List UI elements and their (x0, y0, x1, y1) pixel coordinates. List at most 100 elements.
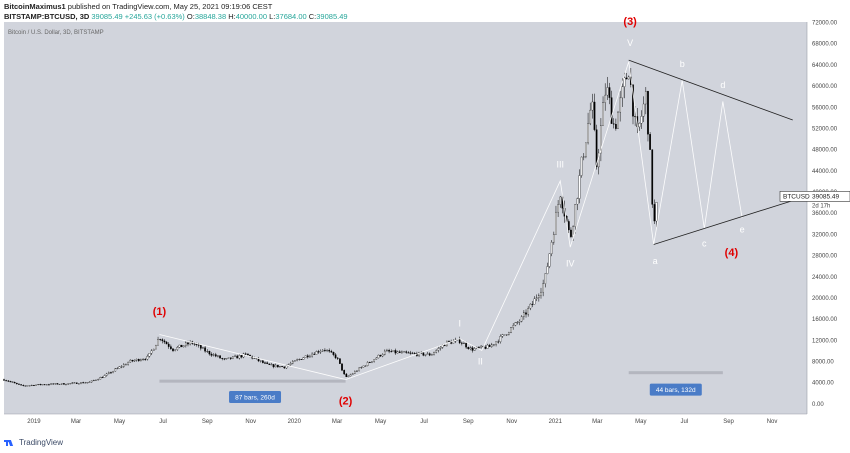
candle-body-165 (356, 370, 358, 372)
candle-body-251 (540, 291, 542, 296)
candle-body-301 (647, 91, 649, 135)
x-tick-label: May (375, 419, 386, 425)
candle-body-256 (550, 241, 553, 254)
y-tick-label: 24000.00 (812, 275, 838, 281)
candle-body-274 (589, 109, 592, 124)
candle-body-201 (433, 352, 435, 355)
x-tick-label: Sep (463, 419, 474, 425)
wave-label: (4) (725, 247, 739, 259)
x-tick-label: Nov (245, 419, 256, 425)
candle-body-83 (180, 344, 183, 348)
candle-body-0 (3, 379, 5, 381)
author-name[interactable]: BitcoinMaximus1 (4, 2, 66, 11)
candle-body-180 (388, 350, 390, 352)
symbol-label: BITSTAMP:BTCUSD, 3D (4, 12, 90, 21)
candle-body-254 (546, 266, 549, 274)
high-value: 40000.00 (235, 12, 268, 21)
candle-body-144 (311, 353, 313, 357)
candle-body-81 (176, 347, 179, 350)
candle-body-185 (398, 351, 401, 353)
candle-body-168 (362, 365, 365, 368)
candle-body-279 (600, 125, 602, 154)
candle-body-26 (58, 384, 61, 385)
candle-body-181 (390, 351, 393, 353)
price-tag-box (779, 191, 850, 202)
date-range-label-1: 44 bars, 132d (656, 387, 696, 394)
subwave-label: d (720, 80, 725, 90)
candle-body-223 (480, 345, 482, 348)
candle-body-12 (28, 385, 31, 387)
candle-body-281 (604, 94, 607, 103)
candle-body-246 (529, 303, 532, 309)
candle-body-162 (349, 374, 352, 377)
candle-body-65 (142, 359, 144, 361)
date-range-label-box-0 (229, 391, 282, 404)
footer-brand[interactable]: TradingView (19, 438, 64, 447)
candle-body-18 (41, 384, 44, 386)
candle-body-62 (135, 358, 138, 361)
candle-body-132 (285, 365, 288, 369)
candle-body-3 (9, 381, 12, 383)
y-tick-label: 52000.00 (812, 126, 838, 132)
candle-body-291 (625, 77, 628, 80)
candle-body-249 (535, 297, 538, 299)
candle-body-276 (593, 101, 596, 130)
candle-body-55 (120, 366, 123, 368)
candle-body-252 (542, 283, 544, 293)
candle-body-52 (114, 368, 117, 372)
candle-body-90 (195, 344, 198, 346)
low-label: L: (269, 12, 276, 21)
candle-body-131 (283, 366, 286, 369)
candle-body-273 (587, 123, 589, 144)
candle-body-292 (627, 76, 630, 80)
candle-body-160 (345, 373, 348, 377)
candle-body-238 (512, 325, 515, 328)
symbol-line: BITSTAMP:BTCUSD, 3D 39085.49 +245.63 (+0… (4, 12, 348, 21)
candle-body-27 (60, 383, 63, 385)
price-tag-value: 39085.49 (812, 194, 839, 201)
candle-body-31 (69, 383, 72, 385)
open-label: O: (186, 12, 195, 21)
footer: TradingView (4, 438, 63, 447)
candle-body-192 (413, 353, 416, 354)
x-tick-label: 2019 (27, 419, 41, 425)
candle-body-17 (39, 384, 42, 385)
y-tick-label: 60000.00 (812, 84, 838, 90)
candle-body-9 (22, 384, 25, 386)
candle-body-142 (306, 355, 309, 358)
candle-body-68 (148, 353, 151, 357)
y-tick-label: 12000.00 (812, 338, 838, 344)
chart-title: Bitcoin / U.S. Dollar, 3D, BITSTAMP (8, 30, 104, 36)
candle-body-242 (520, 316, 523, 322)
subwave-label: III (556, 160, 564, 170)
x-tick-label: May (114, 419, 125, 425)
candle-body-182 (392, 350, 395, 352)
candle-body-98 (212, 354, 215, 356)
candle-body-271 (582, 156, 585, 158)
candle-body-42 (93, 380, 95, 382)
y-tick-label: 48000.00 (812, 148, 838, 154)
candle-body-233 (501, 334, 504, 337)
candle-body-85 (185, 342, 187, 346)
candle-body-15 (35, 384, 37, 386)
candle-body-146 (315, 351, 318, 355)
candle-body-102 (221, 358, 224, 359)
candle-body-241 (518, 321, 521, 323)
y-tick-label: 36000.00 (812, 211, 838, 217)
candle-body-247 (531, 303, 534, 305)
x-tick-label: Nov (767, 419, 778, 425)
candle-body-11 (26, 385, 29, 387)
candle-body-287 (617, 111, 619, 129)
candle-body-35 (78, 383, 80, 385)
candle-body-23 (52, 383, 55, 385)
candle-body-260 (559, 196, 562, 205)
candle-body-288 (619, 97, 622, 113)
candle-body-46 (101, 377, 104, 379)
candle-body-104 (225, 358, 228, 360)
candle-body-127 (274, 364, 277, 368)
candle-body-96 (208, 351, 211, 355)
candle-body-8 (20, 384, 22, 386)
candle-body-77 (167, 343, 170, 347)
y-tick-label: 72000.00 (812, 21, 838, 27)
